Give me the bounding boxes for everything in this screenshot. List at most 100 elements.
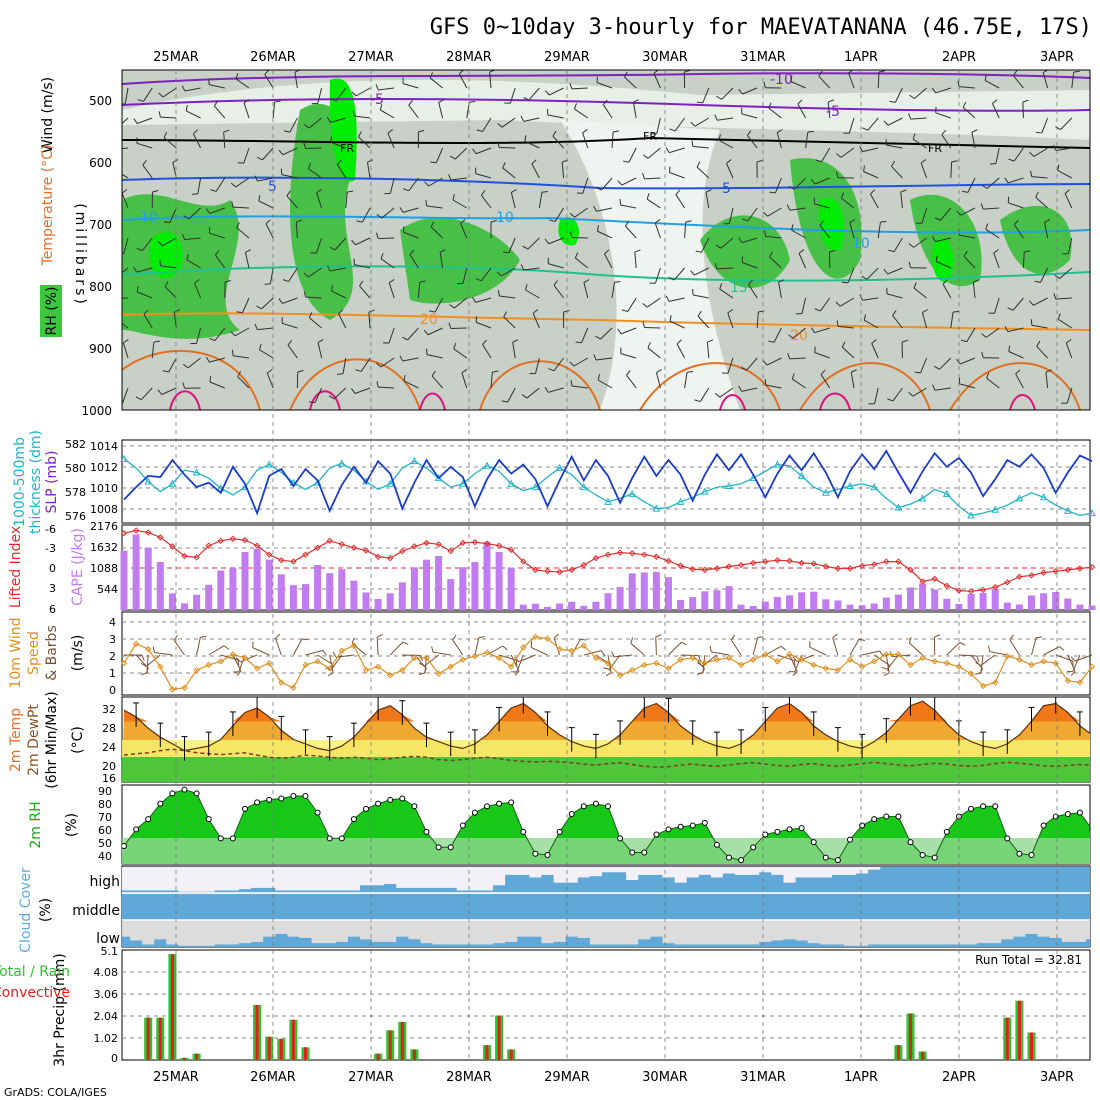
- rh2m-marker: [798, 825, 805, 832]
- upper-wind-barb-flag: [827, 99, 834, 103]
- wind10m-barb: [702, 654, 718, 667]
- rh2m-marker: [1016, 850, 1023, 857]
- wind10m-barb: [752, 637, 759, 656]
- upper-wind-barb: [122, 267, 129, 274]
- rh2m-marker: [205, 816, 212, 823]
- upper-wind-barb-flag: [231, 349, 234, 356]
- upper-wind-barb: [959, 357, 976, 365]
- rh-tick-label: 80: [98, 798, 112, 811]
- upper-wind-barb-flag: [223, 129, 230, 133]
- upper-wind-barb-flag: [932, 384, 936, 391]
- wind10m-marker: [870, 658, 878, 665]
- bottom-date-label: 31MAR: [740, 1070, 786, 1085]
- lifted-index-marker: [580, 561, 588, 569]
- lifted-index-marker: [374, 553, 382, 560]
- upper-wind-barb: [345, 192, 348, 209]
- rh-dry-area: [560, 120, 740, 410]
- cloud-low-cell: [638, 939, 651, 947]
- wind10m-barb-flag: [236, 670, 242, 676]
- rh2m-marker: [242, 805, 248, 812]
- upper-wind-barb-flag: [355, 369, 362, 372]
- wind10m-barb: [730, 639, 742, 656]
- upper-wind-barb: [867, 117, 879, 131]
- wind10m-barb: [765, 645, 782, 656]
- cloud-low-cell-clear: [142, 921, 155, 945]
- upper-wind-barb: [720, 237, 734, 249]
- rh2m-marker: [181, 786, 188, 793]
- upper-wind-barb: [1042, 72, 1049, 89]
- cloud-high-cell-clear: [480, 867, 494, 891]
- cloud-low-cell: [662, 943, 676, 947]
- upper-wind-barb-flag: [696, 161, 701, 168]
- cloud-low-cell-clear: [311, 921, 325, 944]
- wind10m-barb-flag: [431, 646, 434, 653]
- wind10m-barb: [274, 637, 282, 656]
- cloud-low-cell-clear: [226, 921, 240, 945]
- cape-bar: [882, 597, 890, 610]
- upper-wind-barb: [719, 387, 734, 398]
- contour-plus30: [169, 390, 1036, 410]
- upper-wind-barb-flag: [215, 250, 220, 256]
- upper-wind-barb: [480, 267, 492, 282]
- thickness-marker: [579, 483, 588, 491]
- cloud-low-cell-clear: [1049, 921, 1063, 938]
- wind10m-tick-label: 3: [109, 633, 116, 646]
- upper-wind-barb-flag: [173, 309, 180, 313]
- cloud-low-cell-clear: [722, 921, 736, 945]
- upper-wind-barb-flag: [962, 101, 967, 108]
- cloud-middle-cell: [904, 894, 918, 920]
- upper-wind-barb-flag: [654, 219, 661, 224]
- upper-wind-barb-flag: [287, 340, 293, 346]
- level-tick-label: 1000: [81, 404, 112, 418]
- upper-wind-barb: [805, 132, 809, 149]
- wind10m-barb: [305, 649, 324, 656]
- contour-label: FR: [340, 142, 354, 155]
- wind10m-barb: [452, 639, 464, 656]
- upper-wind-barb: [913, 287, 927, 299]
- upper-wind-barb: [140, 387, 153, 401]
- wind10m-barb-flag: [934, 634, 941, 638]
- wind10m-marker: [471, 652, 479, 660]
- cloud-low-cell-clear: [517, 921, 530, 937]
- cloud-high-cell: [408, 887, 421, 893]
- upper-wind-barb-flag: [951, 160, 958, 163]
- upper-wind-barb-flag: [282, 279, 289, 282]
- temp-tick-label: 32: [102, 703, 116, 716]
- lifted-index-marker: [241, 536, 249, 544]
- upper-wind-barb-flag: [183, 215, 190, 220]
- upper-wind-barb: [354, 387, 371, 394]
- upper-wind-barb-flag: [326, 117, 331, 123]
- upper-wind-barb-flag: [714, 262, 718, 269]
- wind10m-marker: [834, 666, 842, 674]
- upper-wind-barb-flag: [642, 302, 648, 308]
- upper-wind-barb-flag: [942, 279, 948, 285]
- wind10m-barb: [958, 654, 977, 657]
- upper-wind-barb: [728, 207, 734, 224]
- cloud-middle-cell: [565, 894, 579, 920]
- upper-wind-barb: [910, 117, 927, 120]
- upper-wind-barb: [1008, 202, 1024, 209]
- cape-bar: [640, 572, 648, 610]
- upper-wind-barb: [692, 145, 709, 149]
- upper-wind-barb-flag: [205, 356, 210, 363]
- upper-wind-barb-flag: [888, 249, 895, 253]
- cloud-low-cell: [831, 944, 845, 947]
- upper-wind-barb-flag: [981, 333, 987, 338]
- upper-wind-barb-flag: [402, 226, 405, 233]
- upper-wind-barb-flag: [162, 370, 169, 373]
- upper-wind-barb-flag: [985, 223, 989, 230]
- cloud-high-cell: [686, 877, 700, 893]
- upper-wind-barb: [920, 357, 928, 374]
- upper-wind-barb-flag: [575, 341, 582, 344]
- upper-wind-barb: [258, 200, 274, 209]
- cape-bar: [193, 594, 201, 610]
- upper-wind-barb: [669, 320, 685, 329]
- wind10m-axis-title: Speed: [26, 631, 42, 675]
- wind10m-marker: [1016, 656, 1023, 663]
- upper-wind-barb-flag: [182, 382, 186, 389]
- wind10m-barb-flag: [959, 642, 966, 646]
- wind10m-barb-flag: [1036, 636, 1043, 639]
- upper-wind-barb-flag: [922, 309, 928, 313]
- upper-wind-barb: [848, 72, 855, 89]
- upper-wind-barb: [620, 204, 637, 209]
